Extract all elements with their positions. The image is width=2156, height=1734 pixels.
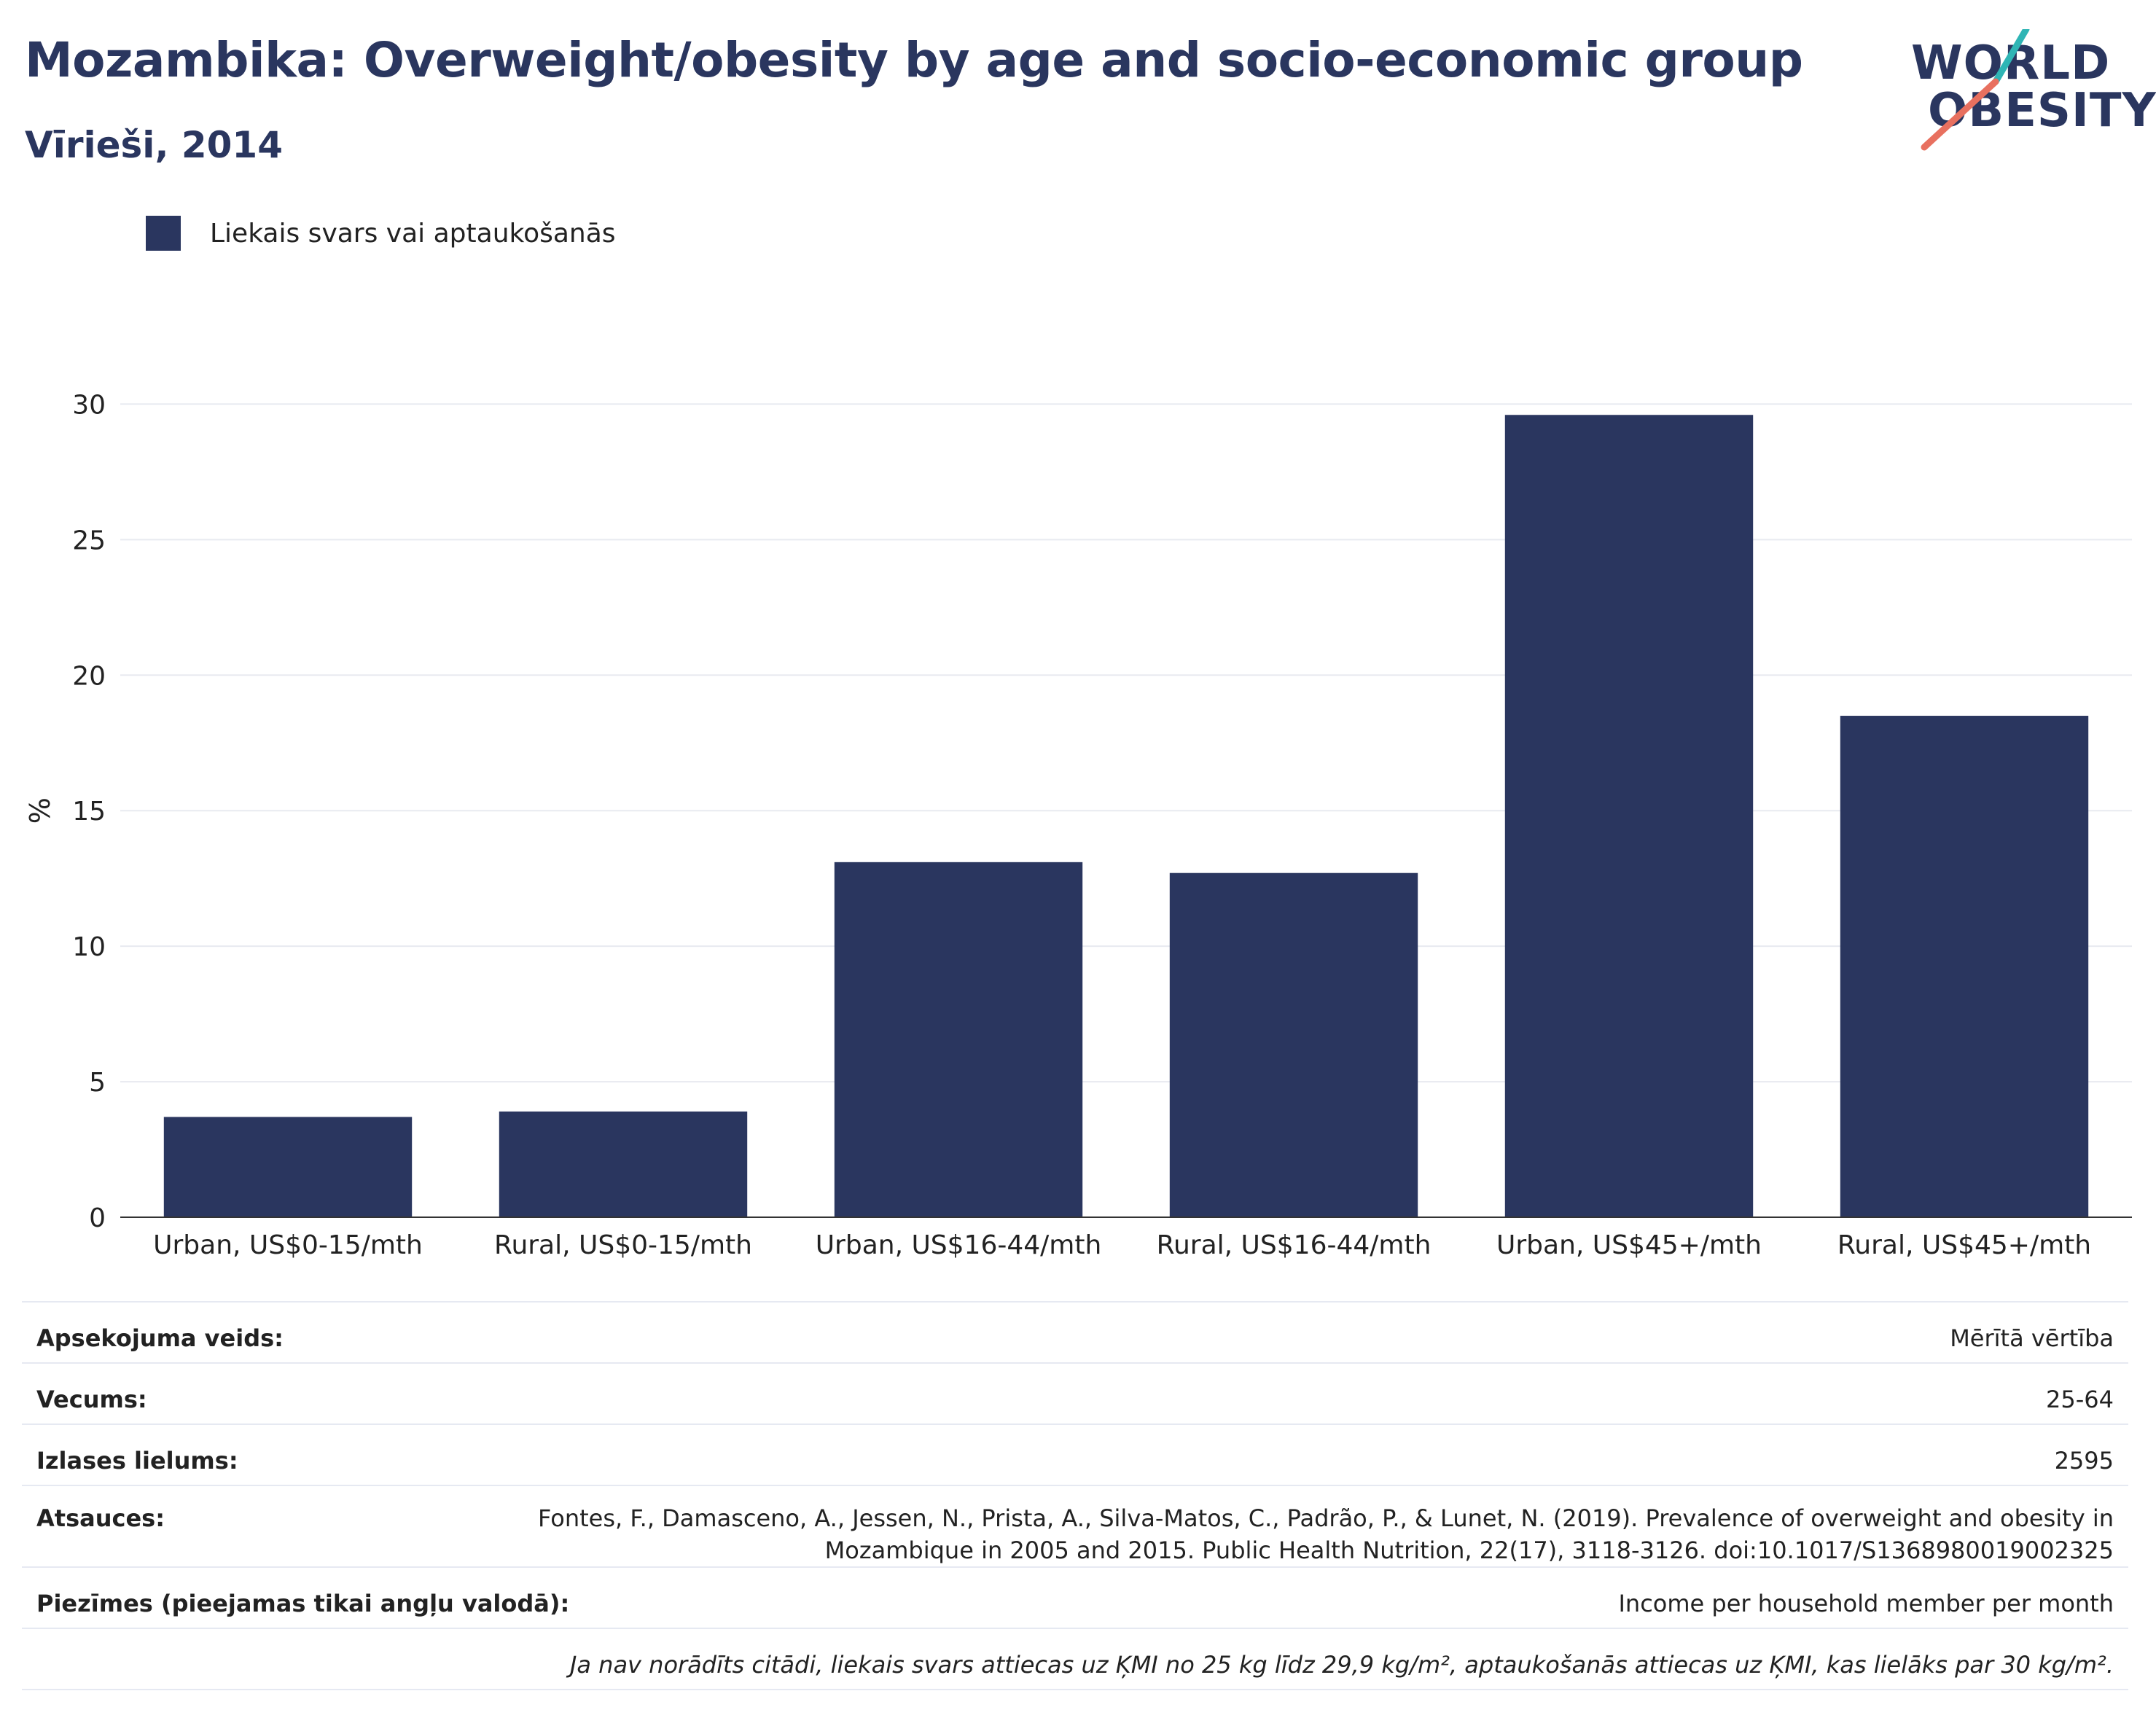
info-table: Apsekojuma veids: Mērītā vērtība Vecums:… bbox=[22, 1301, 2128, 1690]
age-label: Vecums: bbox=[36, 1386, 147, 1413]
bar bbox=[499, 1111, 748, 1217]
bar bbox=[1840, 716, 2089, 1217]
y-tick-label: 10 bbox=[72, 932, 106, 962]
info-row-notes: Piezīmes (pieejamas tikai angļu valodā):… bbox=[22, 1566, 2128, 1628]
y-tick-label: 5 bbox=[89, 1068, 106, 1098]
x-tick-label: Urban, US$16-44/mth bbox=[816, 1230, 1102, 1260]
bar bbox=[834, 862, 1083, 1217]
y-axis-label: % bbox=[24, 797, 56, 824]
x-tick-label: Urban, US$45+/mth bbox=[1496, 1230, 1762, 1260]
legend: Liekais svars vai aptaukošanās bbox=[146, 216, 616, 251]
info-row-survey-type: Apsekojuma veids: Mērītā vērtība bbox=[22, 1301, 2128, 1362]
bar bbox=[1504, 415, 1754, 1217]
bar-chart: 0 5 10 15 20 25 30% Urban, US$0-15/mth Rural, US… bbox=[24, 390, 2132, 1260]
sample-size-value: 2595 bbox=[2054, 1447, 2114, 1475]
survey-type-value: Mērītā vērtība bbox=[1950, 1324, 2114, 1352]
legend-swatch bbox=[146, 216, 181, 251]
bar bbox=[163, 1117, 413, 1217]
y-tick-label: 20 bbox=[72, 661, 106, 691]
y-tick-label: 25 bbox=[72, 526, 106, 555]
notes-label: Piezīmes (pieejamas tikai angļu valodā): bbox=[36, 1590, 570, 1617]
x-tick-label: Urban, US$0-15/mth bbox=[153, 1230, 423, 1260]
sample-size-label: Izlases lielums: bbox=[36, 1447, 238, 1475]
chart-subtitle: Vīrieši, 2014 bbox=[25, 124, 284, 166]
y-tick-label: 0 bbox=[89, 1203, 106, 1233]
world-obesity-logo: WORLD OBESITY bbox=[1902, 29, 2156, 153]
x-tick-label: Rural, US$16-44/mth bbox=[1157, 1230, 1432, 1260]
references-line-1: Fontes, F., Damasceno, A., Jessen, N., P… bbox=[538, 1504, 2114, 1532]
legend-label: Liekais svars vai aptaukošanās bbox=[210, 218, 616, 249]
references-label: Atsauces: bbox=[36, 1504, 165, 1532]
info-row-footnote: Ja nav norādīts citādi, liekais svars at… bbox=[22, 1628, 2128, 1690]
logo-line-1: WORLD bbox=[1911, 36, 2111, 90]
info-row-age: Vecums: 25-64 bbox=[22, 1362, 2128, 1423]
survey-type-label: Apsekojuma veids: bbox=[36, 1324, 284, 1352]
x-tick-label: Rural, US$0-15/mth bbox=[494, 1230, 752, 1260]
y-tick-label: 15 bbox=[72, 797, 106, 827]
footnote: Ja nav norādīts citādi, liekais svars at… bbox=[569, 1651, 2114, 1679]
y-tick-label: 30 bbox=[72, 390, 106, 420]
notes-value: Income per household member per month bbox=[1618, 1590, 2114, 1617]
info-row-references: Atsauces: Fontes, F., Damasceno, A., Jes… bbox=[22, 1485, 2128, 1566]
references-value: Fontes, F., Damasceno, A., Jessen, N., P… bbox=[538, 1502, 2114, 1566]
x-tick-label: Rural, US$45+/mth bbox=[1837, 1230, 2091, 1260]
references-line-2: Mozambique in 2005 and 2015. Public Heal… bbox=[824, 1536, 2114, 1564]
bar bbox=[1169, 872, 1418, 1217]
chart-title: Mozambika: Overweight/obesity by age and… bbox=[25, 32, 1803, 88]
age-value: 25-64 bbox=[2046, 1386, 2114, 1413]
info-row-sample-size: Izlases lielums: 2595 bbox=[22, 1423, 2128, 1485]
logo-slash-icon bbox=[1921, 29, 2030, 151]
